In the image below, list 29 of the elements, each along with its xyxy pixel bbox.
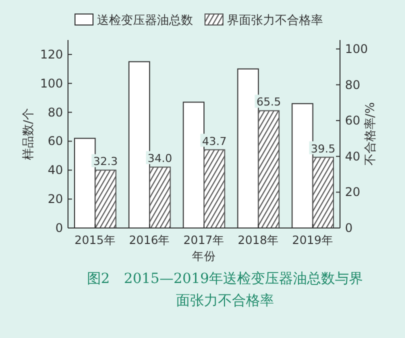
- y-tick-label: 60: [48, 134, 63, 148]
- text: 图2 2015—2019年送检变压器油总数与界面张力不合格率: [86, 270, 364, 311]
- y2-tick-label: 0: [345, 221, 353, 235]
- legend-label: 送检变压器油总数: [97, 13, 193, 27]
- y-tick-label: 20: [48, 192, 63, 206]
- data-label: 32.3: [93, 155, 118, 168]
- y-tick-label: 80: [48, 105, 63, 120]
- y2-tick-label: 80: [345, 78, 360, 92]
- x-axis-title: 年份: [192, 249, 216, 263]
- y-tick-label: 100: [40, 76, 63, 90]
- x-tick-label: 2017年: [183, 233, 225, 247]
- x-tick-label: 2018年: [238, 233, 280, 247]
- y2-tick-label: 100: [345, 42, 368, 56]
- x-tick-label: 2015年: [74, 233, 116, 247]
- x-tick-label: 2016年: [128, 233, 170, 247]
- x-tick-label: 2019年: [292, 233, 334, 247]
- y2-axis-title: 不合格率/%: [363, 102, 377, 166]
- y2-tick-label: 20: [345, 185, 360, 200]
- y2-tick-label: 60: [345, 114, 360, 128]
- y2-tick-label: 40: [345, 149, 360, 164]
- data-label: 34.0: [148, 152, 172, 166]
- y-tick-label: 40: [48, 163, 63, 178]
- data-label: 65.5: [256, 96, 281, 109]
- y-tick-label: 0: [55, 221, 63, 235]
- y-axis-title: 样品数/个: [21, 108, 35, 160]
- legend-label: 界面张力不合格率: [227, 13, 323, 27]
- y-tick-label: 120: [40, 47, 63, 62]
- data-label: 43.7: [202, 134, 227, 148]
- data-label: 39.5: [310, 142, 336, 156]
